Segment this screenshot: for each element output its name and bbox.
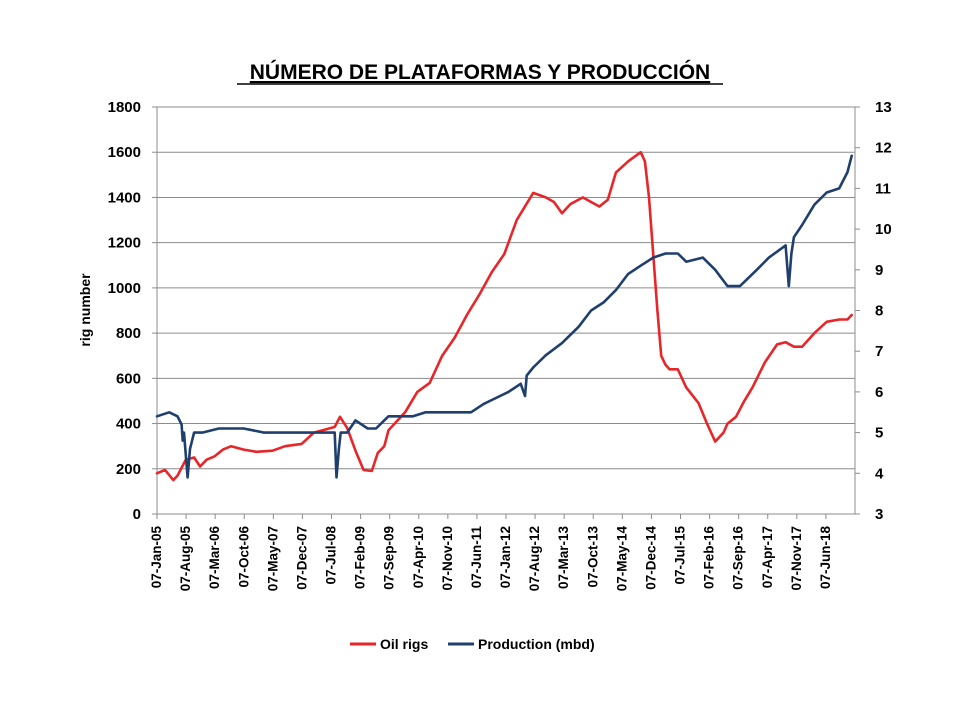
x-tick-label: 07-Aug-05 xyxy=(178,526,193,592)
y-axis-label-left: rig number xyxy=(77,273,93,347)
y-tick-label-left: 0 xyxy=(133,506,141,523)
series-line-oil-rigs xyxy=(155,150,854,482)
x-tick-label: 07-Jan-12 xyxy=(498,526,513,588)
x-tick-label: 07-Feb-16 xyxy=(702,526,717,590)
x-tick-label: 07-Aug-12 xyxy=(527,526,542,591)
x-tick-label: 07-Nov-10 xyxy=(440,526,455,591)
x-tick-label: 07-Jun-11 xyxy=(469,526,484,589)
y-tick-label-right: 4 xyxy=(875,465,884,482)
y-tick-label-left: 1800 xyxy=(108,99,141,116)
x-tick-label: 07-Apr-17 xyxy=(760,526,775,588)
y-tick-label-left: 1200 xyxy=(108,235,141,252)
x-tick-label: 07-Apr-10 xyxy=(411,526,426,588)
x-tick-label: 07-Sep-16 xyxy=(731,526,746,590)
x-tick-label: 07-Feb-09 xyxy=(353,526,368,589)
y-tick-label-left: 1600 xyxy=(108,144,141,161)
x-tick-label: 07-Jul-08 xyxy=(324,526,339,585)
y-tick-label-right: 3 xyxy=(875,506,883,523)
legend-label-production: Production (mbd) xyxy=(478,636,595,652)
legend-label-oil-rigs: Oil rigs xyxy=(380,636,428,652)
y-tick-label-left: 400 xyxy=(116,416,141,433)
x-tick-label: 07-May-14 xyxy=(614,526,629,592)
x-tick-label: 07-Dec-14 xyxy=(643,526,658,590)
series-layer xyxy=(155,150,854,482)
x-tick-label: 07-Oct-13 xyxy=(585,526,600,588)
axes xyxy=(152,106,860,519)
series-line-production xyxy=(155,154,854,479)
x-tick-label: 07-Mar-13 xyxy=(556,526,571,590)
x-tick-label: 07-Jan-05 xyxy=(149,526,164,589)
y-tick-label-right: 12 xyxy=(875,140,892,157)
x-tick-label: 07-Dec-07 xyxy=(294,526,309,590)
x-tick-label: 07-Oct-06 xyxy=(236,526,251,588)
tick-labels: 0 200 400 600 800 1000 1200 1400 1600 1800 3 4 5 6 7 8 9… xyxy=(108,99,892,591)
x-tick-label: 07-May-07 xyxy=(265,526,280,591)
y-tick-label-right: 6 xyxy=(875,384,883,401)
y-tick-label-right: 9 xyxy=(875,262,883,279)
chart-title: NÚMERO DE PLATAFORMAS Y PRODUCCIÓN xyxy=(250,60,710,84)
x-tick-label: 07-Sep-09 xyxy=(382,526,397,590)
x-tick-label: 07-Mar-06 xyxy=(207,526,222,590)
y-tick-label-left: 200 xyxy=(116,461,141,478)
y-tick-label-right: 8 xyxy=(875,303,883,320)
y-tick-label-left: 600 xyxy=(116,370,141,387)
x-tick-label: 07-Jun-18 xyxy=(818,526,833,590)
legend: Oil rigs Production (mbd) xyxy=(350,636,595,652)
x-tick-label: 07-Nov-17 xyxy=(789,526,804,591)
y-tick-label-right: 11 xyxy=(875,180,891,197)
grid xyxy=(157,106,855,470)
y-tick-label-right: 7 xyxy=(875,343,883,360)
y-tick-label-right: 5 xyxy=(875,425,883,442)
y-tick-label-left: 1000 xyxy=(108,280,141,297)
y-tick-label-left: 800 xyxy=(116,325,141,342)
y-tick-label-right: 13 xyxy=(875,99,892,116)
y-tick-label-right: 10 xyxy=(875,221,892,238)
y-tick-label-left: 1400 xyxy=(108,189,141,206)
x-tick-label: 07-Jul-15 xyxy=(673,526,688,585)
